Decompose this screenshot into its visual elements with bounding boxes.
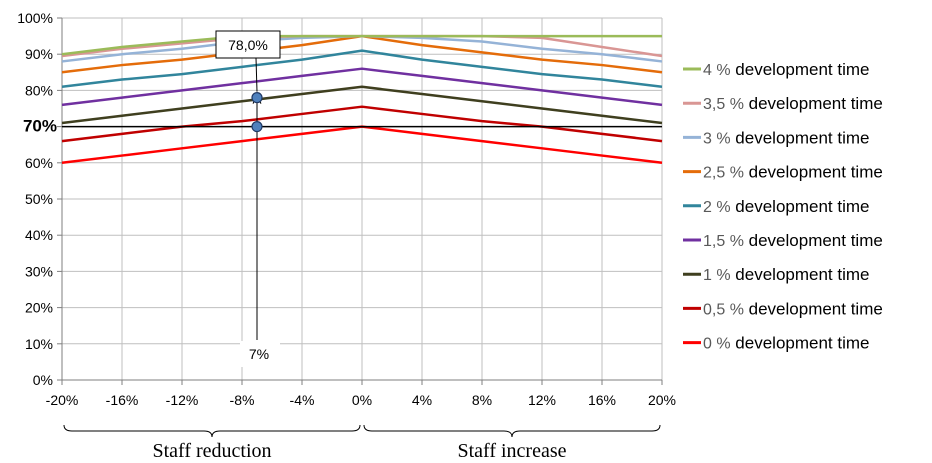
annotation-group: 78,0% 7% [215, 30, 281, 367]
group-label: Staff reduction [152, 440, 271, 462]
series-line [61, 105, 663, 143]
group-label: Staff increase [457, 440, 566, 462]
legend-entry: 4 % development time [703, 60, 869, 79]
annotation-leader-line [255, 57, 258, 92]
y-tick-label: 80% [25, 82, 53, 98]
x-tick-label: -4% [290, 392, 315, 408]
series-line [61, 34, 662, 56]
annotation-marker-high [251, 92, 263, 104]
legend-entry: 0,5 % development time [703, 299, 883, 318]
annotation-value-label: 78,0% [228, 37, 268, 53]
annotation-value-box [215, 30, 281, 59]
x-tick-label: -8% [230, 392, 255, 408]
x-tick-label: -12% [166, 392, 199, 408]
x-tick-label: 4% [412, 392, 432, 408]
y-tick-label: 10% [25, 336, 53, 352]
grid [57, 17, 663, 385]
legend: 4 % development time 3,5 % development ti… [683, 60, 883, 353]
x-tick-label: 0% [352, 392, 372, 408]
y-axis-ticks: 0% 10% 20% 30% 40% 50% 60% 70% 80% 90% 100% [17, 10, 57, 388]
x-tick-label: 20% [648, 392, 676, 408]
group-bracket [63, 424, 361, 438]
y-tick-label: 20% [25, 300, 53, 316]
legend-entry: 2,5 % development time [703, 163, 883, 182]
legend-entry: 0 % development time [703, 334, 869, 353]
annotation-x-label: 7% [249, 346, 269, 362]
x-tick-label: -20% [46, 392, 79, 408]
legend-entry: 2 % development time [703, 197, 869, 216]
y-tick-label: 50% [25, 191, 53, 207]
y-tick-label: 30% [25, 263, 53, 279]
legend-entry: 1,5 % development time [703, 231, 883, 250]
annotation-x-box [240, 341, 280, 367]
series-line [61, 85, 663, 125]
y-tick-label: 0% [33, 372, 53, 388]
y-tick-label: 100% [17, 10, 53, 26]
x-axis-ticks: -20% -16% -12% -8% -4% 0% 4% 8% 12% 16% 20% [46, 392, 676, 408]
y-tick-label: 40% [25, 227, 53, 243]
x-tick-label: 8% [472, 392, 492, 408]
y-tick-label: 60% [25, 155, 53, 171]
legend-entry: 1 % development time [703, 265, 869, 284]
annotation-marker-low [251, 120, 263, 133]
x-tick-label: -16% [106, 392, 139, 408]
group-bracket [363, 424, 661, 438]
series-line [61, 67, 663, 107]
series-line [61, 49, 663, 89]
x-tick-label: 16% [588, 392, 616, 408]
y-tick-label: 90% [25, 46, 53, 62]
legend-entry: 3 % development time [703, 128, 869, 147]
x-group-brackets: Staff reduction Staff increase [63, 424, 661, 462]
legend-entry: 3,5 % development time [703, 94, 883, 113]
x-tick-label: 12% [528, 392, 556, 408]
y-tick-label: 70% [23, 117, 57, 136]
